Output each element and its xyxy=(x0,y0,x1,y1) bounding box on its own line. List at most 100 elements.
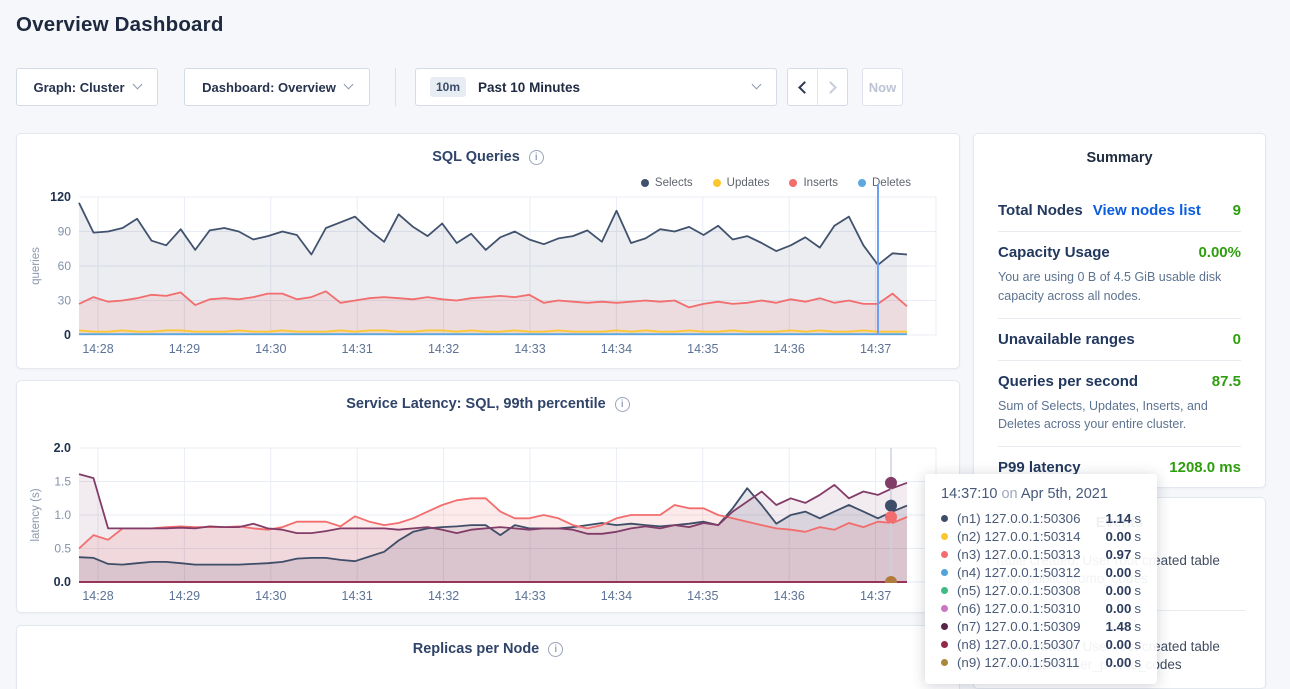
node-color-dot-icon xyxy=(941,659,948,666)
svg-text:14:33: 14:33 xyxy=(514,589,545,603)
node-address: (n3) 127.0.0.1:50313 xyxy=(957,547,1105,562)
svg-text:14:34: 14:34 xyxy=(601,589,632,603)
svg-text:60: 60 xyxy=(58,259,72,273)
svg-text:0.5: 0.5 xyxy=(54,542,71,556)
time-range-badge: 10m xyxy=(430,77,466,97)
node-latency-unit: s xyxy=(1134,547,1141,562)
summary-label: Unavailable ranges xyxy=(998,331,1135,348)
svg-text:14:31: 14:31 xyxy=(342,342,373,356)
tooltip-node-row: (n5) 127.0.0.1:503080.00s xyxy=(941,581,1141,599)
summary-value: 9 xyxy=(1233,202,1241,219)
svg-text:0: 0 xyxy=(64,328,71,342)
chevron-down-icon xyxy=(343,80,353,90)
summary-description: You are using 0 B of 4.5 GiB usable disk… xyxy=(998,268,1241,306)
summary-title: Summary xyxy=(998,150,1241,166)
node-latency-value: 0.00 xyxy=(1105,565,1131,580)
summary-row-total-nodes: Total Nodes View nodes list 9 xyxy=(998,190,1241,232)
time-step-buttons xyxy=(787,68,848,106)
svg-text:120: 120 xyxy=(50,190,71,204)
node-color-dot-icon xyxy=(941,551,948,558)
svg-text:14:36: 14:36 xyxy=(774,342,805,356)
svg-text:14:36: 14:36 xyxy=(774,589,805,603)
time-range-label: Past 10 Minutes xyxy=(478,80,580,95)
page-title: Overview Dashboard xyxy=(16,13,224,37)
node-latency-value: 0.00 xyxy=(1105,529,1131,544)
sql-queries-plot[interactable]: 030609012014:2814:2914:3014:3114:3214:33… xyxy=(17,134,961,370)
service-latency-plot[interactable]: 0.00.51.01.52.014:2814:2914:3014:3114:32… xyxy=(17,381,961,614)
svg-text:2.0: 2.0 xyxy=(54,441,71,455)
svg-text:14:31: 14:31 xyxy=(342,589,373,603)
summary-description: Sum of Selects, Updates, Inserts, and De… xyxy=(998,397,1241,435)
svg-text:14:30: 14:30 xyxy=(255,342,286,356)
chevron-down-icon xyxy=(132,80,142,90)
node-latency-value: 0.00 xyxy=(1105,583,1131,598)
svg-text:1.5: 1.5 xyxy=(54,475,71,489)
node-latency-unit: s xyxy=(1134,637,1141,652)
time-range-dropdown[interactable]: 10m Past 10 Minutes xyxy=(415,68,777,106)
svg-text:latency (s): latency (s) xyxy=(30,488,42,541)
next-time-button[interactable] xyxy=(817,69,847,105)
chevron-right-icon xyxy=(824,81,837,94)
node-latency-unit: s xyxy=(1134,619,1141,634)
tooltip-timestamp: 14:37:10 on Apr 5th, 2021 xyxy=(941,486,1141,502)
summary-value: 87.5 xyxy=(1212,373,1241,390)
dashboard-label: Dashboard: Overview xyxy=(202,80,336,95)
info-icon[interactable]: i xyxy=(548,642,563,657)
svg-text:14:29: 14:29 xyxy=(169,589,200,603)
node-latency-value: 1.14 xyxy=(1105,511,1131,526)
node-color-dot-icon xyxy=(941,605,948,612)
svg-text:14:28: 14:28 xyxy=(82,342,113,356)
node-latency-value: 0.00 xyxy=(1105,655,1131,670)
svg-text:14:32: 14:32 xyxy=(428,342,459,356)
svg-text:90: 90 xyxy=(58,225,72,239)
svg-text:14:37: 14:37 xyxy=(860,342,891,356)
summary-row-capacity: Capacity Usage 0.00% You are using 0 B o… xyxy=(998,232,1241,319)
node-latency-unit: s xyxy=(1134,565,1141,580)
node-latency-value: 0.97 xyxy=(1105,547,1131,562)
summary-row-unavailable-ranges: Unavailable ranges 0 xyxy=(998,319,1241,361)
svg-text:1.0: 1.0 xyxy=(54,508,71,522)
chevron-down-icon xyxy=(752,80,762,90)
node-latency-value: 0.00 xyxy=(1105,601,1131,616)
sql-queries-chart-card: SQL Queries i SelectsUpdatesInsertsDelet… xyxy=(16,133,960,369)
service-latency-chart-card: Service Latency: SQL, 99th percentile i … xyxy=(16,380,960,613)
tooltip-node-row: (n1) 127.0.0.1:503061.14s xyxy=(941,509,1141,527)
svg-text:14:34: 14:34 xyxy=(601,342,632,356)
svg-text:14:35: 14:35 xyxy=(687,342,718,356)
dashboard-dropdown[interactable]: Dashboard: Overview xyxy=(184,68,370,106)
tooltip-node-row: (n9) 127.0.0.1:503110.00s xyxy=(941,653,1141,671)
node-latency-unit: s xyxy=(1134,655,1141,670)
toolbar-divider xyxy=(395,68,396,106)
tooltip-node-row: (n4) 127.0.0.1:503120.00s xyxy=(941,563,1141,581)
svg-text:30: 30 xyxy=(58,294,72,308)
overview-dashboard-page: Overview Dashboard Graph: Cluster Dashbo… xyxy=(0,0,1290,689)
now-button[interactable]: Now xyxy=(862,68,903,106)
node-address: (n2) 127.0.0.1:50314 xyxy=(957,529,1105,544)
tooltip-node-row: (n8) 127.0.0.1:503070.00s xyxy=(941,635,1141,653)
node-address: (n4) 127.0.0.1:50312 xyxy=(957,565,1105,580)
node-color-dot-icon xyxy=(941,641,948,648)
replicas-per-node-chart-card: Replicas per Node i xyxy=(16,625,960,689)
graph-scope-label: Graph: Cluster xyxy=(33,80,124,95)
svg-text:queries: queries xyxy=(30,247,42,285)
view-nodes-list-link[interactable]: View nodes list xyxy=(1093,202,1201,219)
node-address: (n9) 127.0.0.1:50311 xyxy=(957,655,1105,670)
tooltip-node-row: (n6) 127.0.0.1:503100.00s xyxy=(941,599,1141,617)
svg-text:14:37: 14:37 xyxy=(860,589,891,603)
chart-hover-tooltip: 14:37:10 on Apr 5th, 2021 (n1) 127.0.0.1… xyxy=(925,474,1157,684)
node-address: (n8) 127.0.0.1:50307 xyxy=(957,637,1105,652)
svg-text:14:35: 14:35 xyxy=(687,589,718,603)
node-address: (n5) 127.0.0.1:50308 xyxy=(957,583,1105,598)
node-color-dot-icon xyxy=(941,623,948,630)
node-address: (n1) 127.0.0.1:50306 xyxy=(957,511,1105,526)
svg-text:14:33: 14:33 xyxy=(514,342,545,356)
chevron-left-icon xyxy=(798,81,811,94)
summary-panel: Summary Total Nodes View nodes list 9 Ca… xyxy=(973,133,1266,488)
node-latency-unit: s xyxy=(1134,601,1141,616)
summary-value: 0 xyxy=(1233,331,1241,348)
graph-scope-dropdown[interactable]: Graph: Cluster xyxy=(16,68,158,106)
summary-label: Total Nodes xyxy=(998,202,1083,219)
tooltip-node-row: (n3) 127.0.0.1:503130.97s xyxy=(941,545,1141,563)
prev-time-button[interactable] xyxy=(788,69,817,105)
node-latency-unit: s xyxy=(1134,583,1141,598)
